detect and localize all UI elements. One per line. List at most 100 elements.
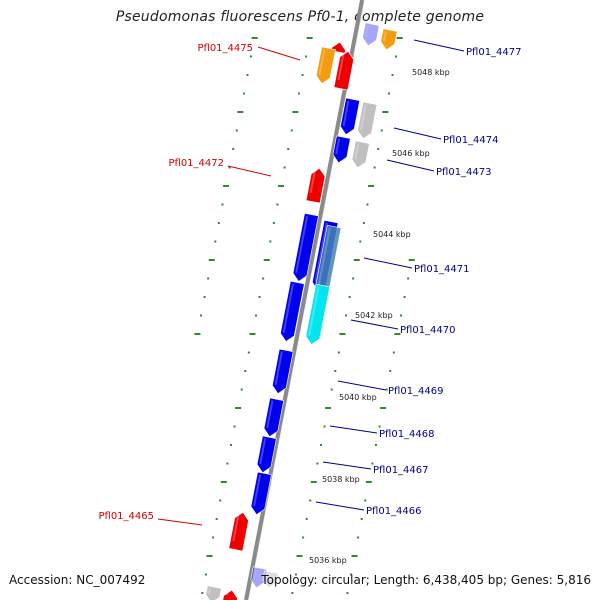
gene-label: Pfl01_4472 — [168, 158, 224, 169]
gene-features — [205, 22, 398, 600]
tick-marks — [194, 37, 415, 594]
gene-highlight — [266, 400, 274, 429]
gene-arrow-shape — [315, 46, 336, 85]
gene-highlight — [382, 31, 387, 42]
gene-highlight — [309, 169, 317, 194]
gene-highlight — [274, 351, 283, 386]
leader-line — [386, 159, 435, 172]
leader-line — [363, 257, 413, 269]
kbp-marker: 5036 kbp — [309, 556, 347, 565]
leader-line — [350, 319, 399, 330]
gene-highlight — [308, 286, 320, 337]
leader-line — [337, 380, 387, 391]
topology-text: Topology: circular; Length: 6,438,405 bp… — [261, 573, 591, 587]
gene-arrow-shape — [263, 397, 285, 438]
gene-arrow — [292, 212, 319, 282]
gene-highlight — [364, 25, 369, 38]
gene-highlight — [232, 513, 240, 542]
gene-arrow — [305, 283, 331, 345]
gene-arrow — [315, 46, 336, 85]
gene-label: Pfl01_4467 — [373, 465, 429, 476]
gene-arrow — [332, 135, 351, 164]
leader-line — [329, 425, 378, 434]
gene-arrow-shape — [362, 22, 380, 47]
gene-label: Pfl01_4471 — [414, 264, 470, 275]
gene-arrow — [362, 22, 380, 47]
gene-arrow-shape — [340, 97, 361, 136]
gene-label: Pfl01_4475 — [197, 43, 253, 54]
gene-arrow-shape — [228, 511, 249, 552]
kbp-marker: 5038 kbp — [322, 475, 360, 484]
gene-arrow — [262, 570, 279, 589]
gene-arrow — [351, 140, 370, 169]
gene-label: Pfl01_4469 — [388, 386, 444, 397]
gene-label: Pfl01_4468 — [379, 429, 435, 440]
gene-arrow — [256, 435, 277, 474]
gene-arrow — [222, 589, 238, 600]
kbp-marker: 5042 kbp — [355, 311, 393, 320]
kbp-marker: 5048 kbp — [412, 68, 450, 77]
leader-line — [157, 518, 203, 526]
gene-arrow-shape — [205, 585, 222, 600]
gene-arrow-shape — [305, 167, 326, 204]
gene-highlight — [337, 52, 345, 81]
kbp-markers: 5048 kbp 5046 kbp 5044 kbp 5042 kbp 5040 kbp… — [309, 68, 450, 565]
gene-arrow-shape — [272, 348, 294, 395]
gene-label: Pfl01_4477 — [466, 47, 522, 58]
gene-highlight — [342, 100, 350, 127]
gene-highlight — [295, 215, 309, 273]
gene-highlight — [354, 143, 360, 160]
gene-arrow-shape — [292, 212, 319, 282]
gene-label: Pfl01_4465 — [98, 511, 154, 522]
gene-highlight — [225, 591, 229, 596]
gene-highlight — [317, 227, 331, 287]
gene-highlight — [359, 104, 367, 131]
leader-line — [322, 461, 372, 470]
gene-arrow-shape — [262, 570, 279, 589]
gene-arrow-shape — [250, 566, 268, 589]
genome-title: Pseudomonas fluorescens Pf0-1, complete … — [115, 9, 485, 25]
gene-highlight — [208, 588, 212, 595]
leader-line — [413, 39, 465, 52]
gene-highlight — [282, 283, 295, 334]
gene-arrow-shape — [357, 101, 378, 140]
gene-arrow-shape — [222, 589, 238, 600]
gene-highlight — [318, 49, 326, 76]
gene-highlight — [264, 573, 269, 580]
gene-arrow — [272, 348, 294, 395]
gene-arrow — [305, 167, 326, 204]
gene-arrow — [340, 97, 361, 136]
gene-arrow-shape — [305, 283, 331, 345]
gene-arrow-shape — [351, 140, 370, 169]
gene-arrow — [228, 511, 249, 552]
leader-line — [315, 501, 365, 511]
gene-arrow — [357, 101, 378, 140]
gene-arrow — [280, 280, 305, 342]
gene-label: Pfl01_4466 — [366, 506, 422, 517]
leader-line — [257, 46, 301, 61]
gene-label: Pfl01_4470 — [400, 325, 456, 336]
gene-arrow — [333, 50, 354, 91]
gene-highlight — [253, 474, 262, 507]
gene-arrow-shape — [250, 471, 272, 516]
gene-highlight — [259, 438, 267, 465]
kbp-marker: 5040 kbp — [339, 393, 377, 402]
gene-highlight — [314, 222, 328, 282]
leader-line — [393, 127, 442, 140]
gene-arrow-shape — [380, 28, 398, 51]
accession-text: Accession: NC_007492 — [9, 573, 146, 587]
gene-labels: Pfl01_4477 Pfl01_4475 Pfl01_4474 Pfl01_4473… — [98, 39, 522, 526]
kbp-marker: 5046 kbp — [392, 149, 430, 158]
gene-arrow-shape — [332, 135, 351, 164]
gene-arrow-shape — [256, 435, 277, 474]
gene-arrow — [250, 566, 268, 589]
kbp-marker: 5044 kbp — [373, 230, 411, 239]
gene-highlight — [252, 569, 257, 580]
gene-arrow — [250, 471, 272, 516]
gene-highlight — [335, 138, 341, 155]
gene-arrow — [205, 585, 222, 600]
gene-label: Pfl01_4474 — [443, 135, 499, 146]
gene-label: Pfl01_4473 — [436, 167, 492, 178]
gene-arrow — [380, 28, 398, 51]
